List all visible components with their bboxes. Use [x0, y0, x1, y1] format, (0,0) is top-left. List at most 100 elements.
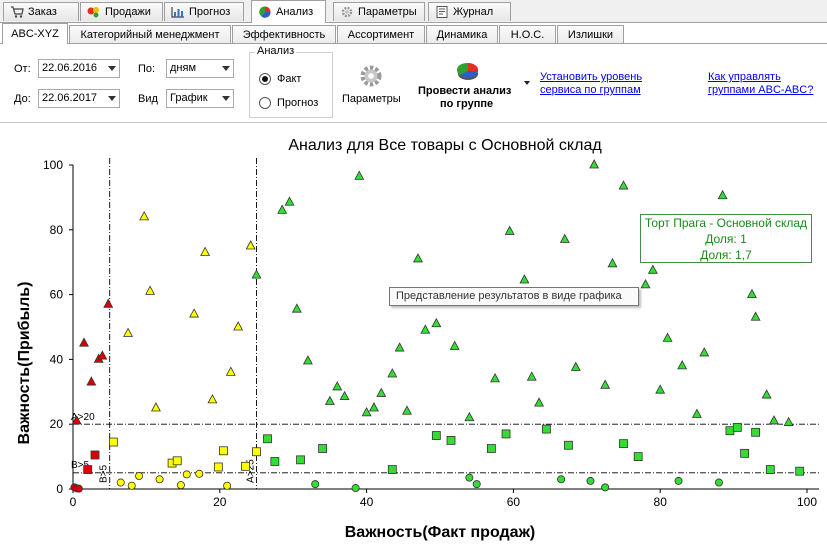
- green-square-point: [296, 455, 305, 465]
- parameters-button[interactable]: Параметры: [340, 64, 402, 108]
- subtab-label: Н.О.С.: [510, 28, 545, 41]
- tab-order[interactable]: Заказ: [3, 2, 79, 21]
- from-label: От:: [14, 63, 31, 75]
- green-square-point: [542, 424, 551, 434]
- yellow-circle-point: [182, 470, 191, 479]
- yellow-circle-point: [223, 481, 232, 490]
- x-tick-label: 100: [797, 495, 817, 509]
- green-square-point: [431, 431, 441, 440]
- green-circle-point: [674, 476, 683, 485]
- to-date-picker[interactable]: 22.06.2017: [38, 89, 120, 108]
- set-service-level-link[interactable]: Установить уровень сервиса по группам: [540, 71, 642, 97]
- tab-sales-label: Продажи: [105, 6, 151, 18]
- tab-forecast-label: Прогноз: [189, 6, 231, 18]
- tab-forecast[interactable]: Прогноз: [164, 2, 244, 21]
- subtab-abc-xyz[interactable]: ABC-XYZ: [2, 23, 68, 44]
- green-triangle-point: [699, 347, 710, 357]
- yellow-circle-point: [135, 472, 144, 481]
- green-triangle-point: [368, 402, 379, 412]
- green-square-point: [486, 444, 496, 453]
- tab-analysis-label: Анализ: [276, 6, 314, 18]
- tab-order-label: Заказ: [28, 6, 57, 18]
- yellow-square-point: [213, 462, 223, 472]
- green-triangle-point: [640, 279, 651, 289]
- red-triangle-point: [79, 337, 89, 347]
- yellow-square-point: [252, 447, 261, 457]
- dropdown-arrow-icon[interactable]: [524, 81, 530, 85]
- yellow-triangle-point: [225, 366, 236, 376]
- yellow-triangle-point: [145, 285, 156, 295]
- period-value: дням: [170, 62, 197, 74]
- green-triangle-point: [332, 381, 343, 391]
- green-triangle-point: [361, 407, 372, 417]
- subtab-label: ABC-XYZ: [11, 28, 59, 40]
- tab-analysis[interactable]: Анализ: [251, 0, 326, 23]
- threshold-label-x5: B>5: [99, 464, 110, 483]
- green-circle-point: [586, 476, 595, 485]
- analysis-group-title: Анализ: [255, 45, 297, 57]
- green-triangle-point: [746, 288, 757, 299]
- subtab-assortment[interactable]: Ассортимент: [337, 25, 425, 43]
- view-select[interactable]: График: [166, 89, 234, 108]
- yellow-circle-point: [155, 475, 164, 484]
- green-triangle-point: [504, 225, 515, 235]
- radio-fact[interactable]: [259, 73, 271, 85]
- green-triangle-point: [277, 204, 288, 214]
- yellow-triangle-point: [233, 321, 244, 331]
- radio-forecast-label: Прогноз: [277, 97, 319, 109]
- y-tick-label: 100: [43, 158, 63, 172]
- green-triangle-point: [526, 371, 537, 381]
- subtab-efficiency[interactable]: Эффективность: [232, 25, 336, 43]
- yellow-triangle-point: [245, 240, 256, 250]
- subtab-category-management[interactable]: Категорийный менеджмент: [69, 25, 231, 43]
- red-triangle-point: [71, 415, 82, 425]
- green-circle-point: [601, 483, 610, 492]
- y-tick-label: 60: [50, 288, 64, 302]
- tab-journal[interactable]: Журнал: [428, 2, 511, 21]
- how-to-manage-groups-link[interactable]: Как управлять группами ABC-ABC?: [708, 71, 813, 97]
- point-info-share-1: Доля: 1: [705, 232, 747, 246]
- yellow-triangle-point: [150, 402, 161, 412]
- subtab-label: Эффективность: [242, 28, 326, 41]
- red-square-point: [90, 450, 100, 460]
- green-circle-point: [714, 478, 723, 487]
- green-triangle-point: [464, 411, 475, 422]
- subtab-nos[interactable]: Н.О.С.: [499, 25, 556, 43]
- radio-forecast[interactable]: [259, 97, 271, 109]
- green-triangle-point: [519, 274, 530, 284]
- threshold-label-x25: A>25: [246, 459, 257, 483]
- green-triangle-point: [420, 324, 431, 334]
- green-triangle-point: [750, 311, 761, 321]
- green-triangle-point: [607, 257, 618, 268]
- yellow-circle-point: [195, 469, 204, 478]
- green-square-point: [387, 465, 397, 474]
- yellow-circle-point: [176, 481, 185, 490]
- y-tick-label: 20: [50, 417, 64, 431]
- from-date-picker[interactable]: 22.06.2016: [38, 59, 120, 78]
- green-triangle-point: [559, 233, 570, 243]
- link-line: Как управлять: [708, 71, 781, 83]
- tab-sales[interactable]: Продажи: [80, 2, 163, 21]
- tab-parameters[interactable]: Параметры: [333, 2, 425, 21]
- yellow-square-point: [219, 446, 228, 456]
- green-square-point: [795, 466, 805, 476]
- green-triangle-point: [618, 180, 629, 190]
- chevron-down-icon: [108, 96, 116, 101]
- green-triangle-point: [394, 342, 405, 352]
- run-analysis-button[interactable]: Провести анализ по группе: [414, 58, 534, 112]
- yellow-triangle-point: [123, 327, 134, 337]
- abc-scatter-chart: Анализ для Все товары с Основной склад A…: [16, 137, 819, 541]
- green-triangle-point: [534, 397, 545, 407]
- analysis-mode-group: Анализ Факт Прогноз: [249, 45, 333, 118]
- subtab-dynamics[interactable]: Динамика: [426, 25, 498, 43]
- period-select[interactable]: дням: [166, 59, 234, 78]
- green-square-point: [633, 452, 643, 462]
- run-analysis-line2: по группе: [440, 98, 494, 110]
- green-triangle-point: [717, 189, 728, 200]
- subtab-surplus[interactable]: Излишки: [557, 25, 624, 43]
- threshold-label-y5: B>5: [71, 460, 90, 471]
- subtab-label: Динамика: [436, 28, 488, 41]
- parameters-button-label: Параметры: [342, 93, 401, 105]
- yellow-square-point: [241, 461, 250, 471]
- tab-parameters-label: Параметры: [358, 6, 417, 18]
